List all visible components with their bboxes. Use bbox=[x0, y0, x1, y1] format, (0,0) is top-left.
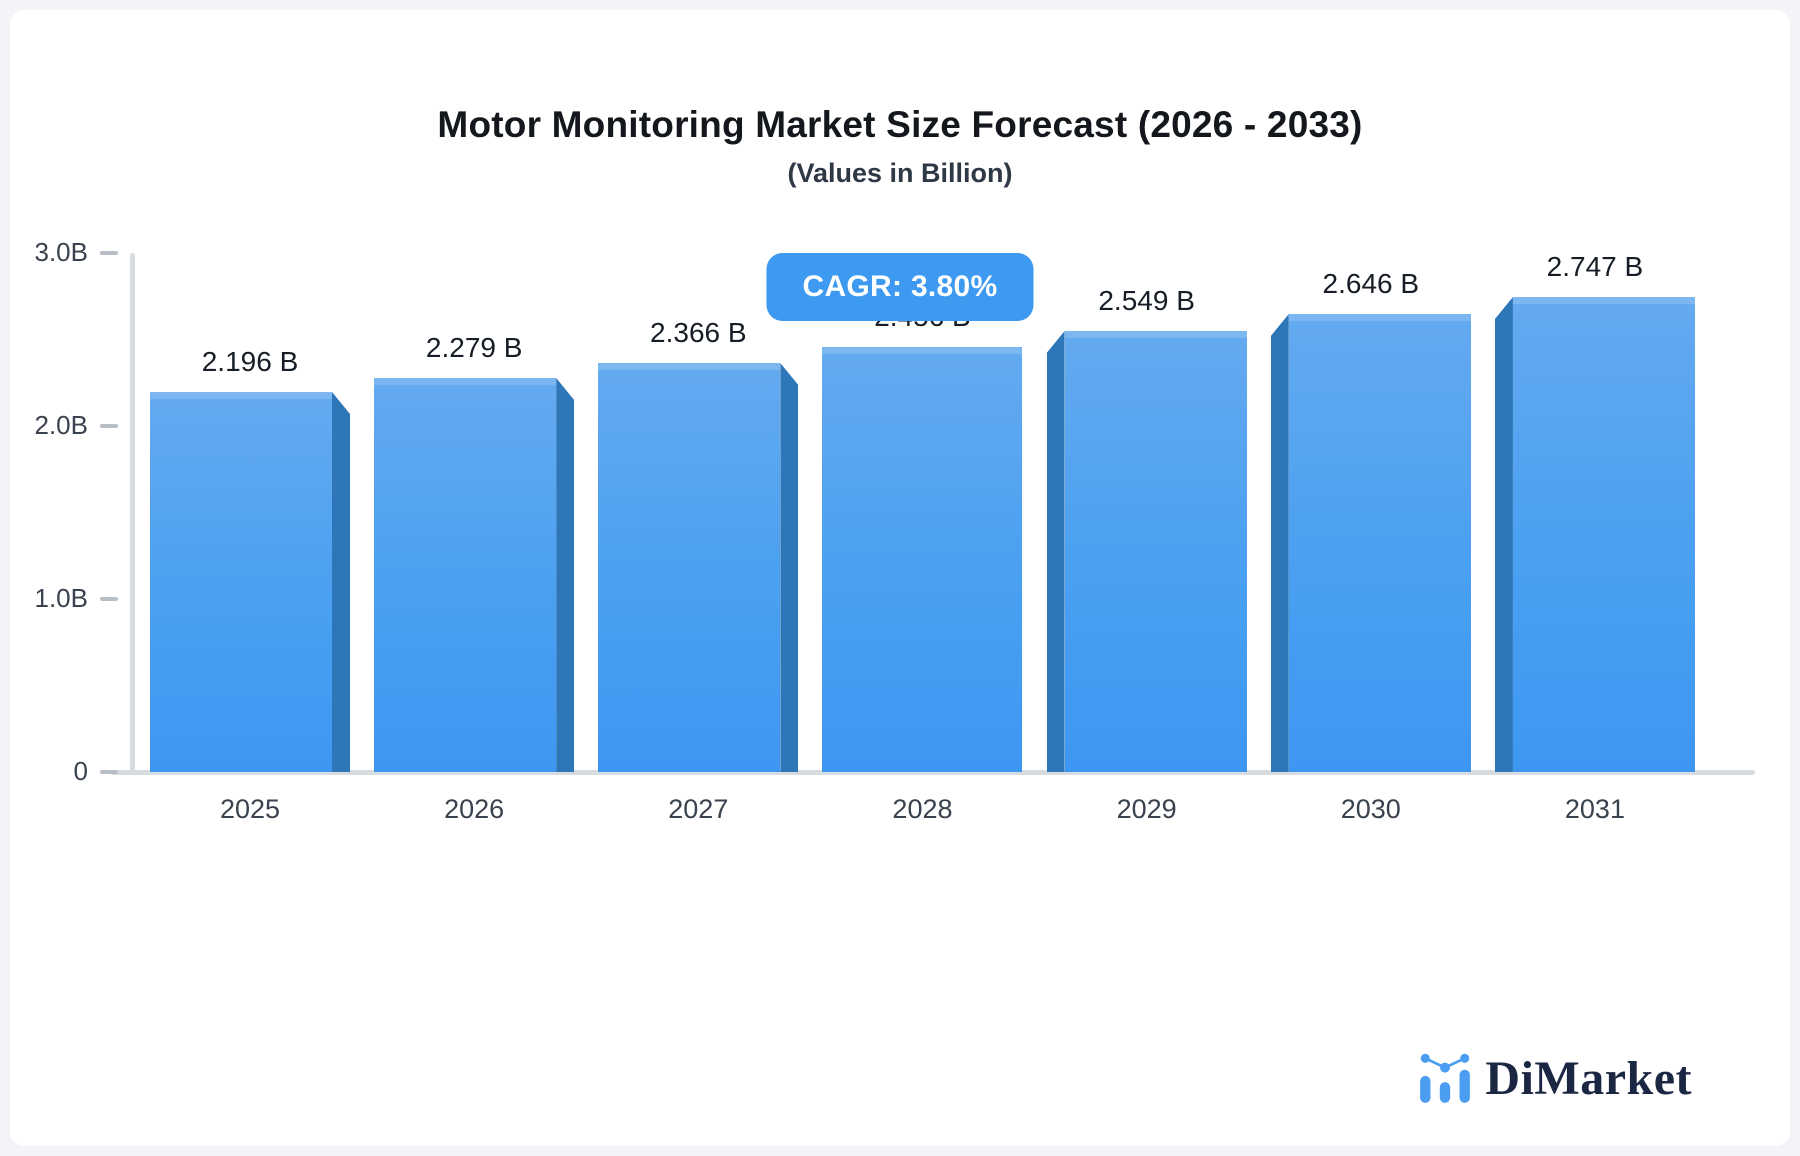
x-axis-label: 2027 bbox=[668, 794, 729, 824]
bar: 2.646 B bbox=[1270, 268, 1471, 772]
bar-group: 2.646 B 2030 bbox=[1270, 253, 1471, 824]
x-axis-label: 2025 bbox=[219, 794, 281, 824]
x-axis-label: 2031 bbox=[1564, 794, 1625, 824]
bar: 2.549 B bbox=[1046, 285, 1247, 772]
brand-name: DiMarket bbox=[1485, 1051, 1692, 1105]
bar-value-label: 2.549 B bbox=[1098, 285, 1195, 316]
bar-face bbox=[374, 378, 557, 772]
y-axis-line bbox=[130, 253, 135, 772]
bar-group: 2.196 B 2025 bbox=[150, 253, 350, 824]
bar-3d-side bbox=[332, 392, 350, 772]
chart-subtitle: (Values in Billion) bbox=[787, 158, 1013, 188]
y-axis-label: 1.0B bbox=[34, 583, 89, 613]
chart-card: Motor Monitoring Market Size Forecast (2… bbox=[10, 10, 1790, 1146]
bar-face bbox=[1064, 331, 1247, 772]
brand-logo: DiMarket bbox=[1417, 1050, 1692, 1106]
bar-value-label: 2.366 B bbox=[650, 317, 747, 348]
bar-group: 2.366 B 2027 bbox=[598, 253, 799, 824]
bars: 2.196 B 2025 2.279 B 2026 2.366 B 2027 2.456 B… bbox=[150, 251, 1695, 824]
x-axis-label: 2026 bbox=[444, 794, 505, 824]
y-axis-label: 2.0B bbox=[34, 410, 89, 440]
bar-group: 2.456 B 2028 bbox=[822, 253, 1023, 824]
x-axis-label: 2030 bbox=[1340, 794, 1401, 824]
bar: 2.279 B bbox=[374, 332, 575, 772]
y-axis-label: 3.0B bbox=[34, 237, 89, 267]
bar-3d-side bbox=[1494, 297, 1513, 772]
x-axis-line bbox=[110, 770, 1755, 775]
bar: 2.366 B bbox=[598, 317, 799, 772]
chart-title: Motor Monitoring Market Size Forecast (2… bbox=[437, 104, 1363, 145]
bar-3d-side bbox=[1046, 331, 1065, 772]
x-axis-label: 2029 bbox=[1116, 794, 1177, 824]
x-axis-label: 2028 bbox=[892, 794, 953, 824]
bar-group: 2.747 B 2031 bbox=[1494, 251, 1695, 824]
bar-face bbox=[1512, 297, 1695, 772]
bar-group: 2.279 B 2026 bbox=[374, 253, 575, 824]
tick-mark bbox=[100, 597, 118, 601]
bar-value-label: 2.646 B bbox=[1322, 268, 1420, 299]
bar: 2.747 B bbox=[1494, 251, 1695, 772]
bar: 2.456 B bbox=[822, 301, 1023, 772]
bar-line-chart-icon bbox=[1420, 1053, 1471, 1103]
tick-mark bbox=[100, 251, 118, 255]
tick-mark bbox=[100, 424, 118, 428]
bar-face bbox=[150, 392, 332, 772]
bar-value-label: 2.747 B bbox=[1546, 251, 1644, 282]
bar-3d-side bbox=[780, 363, 799, 772]
y-axis-label: 0 bbox=[73, 756, 88, 786]
plot-area: 2.196 B 2025 2.279 B 2026 2.366 B 2027 2.456 B… bbox=[130, 251, 1710, 824]
bar-group: 2.549 B 2029 bbox=[1046, 253, 1247, 824]
bar-face bbox=[822, 347, 1023, 772]
bar-value-label: 2.196 B bbox=[201, 346, 299, 377]
bar-3d-side bbox=[1270, 314, 1289, 772]
bar: 2.196 B bbox=[150, 346, 350, 772]
bar-face bbox=[598, 363, 781, 772]
bar-value-label: 2.279 B bbox=[425, 332, 523, 363]
bar-face bbox=[1288, 314, 1471, 772]
tick-mark bbox=[100, 770, 118, 774]
bar-3d-side bbox=[556, 378, 575, 772]
cagr-badge: CAGR: 3.80% bbox=[766, 253, 1034, 321]
